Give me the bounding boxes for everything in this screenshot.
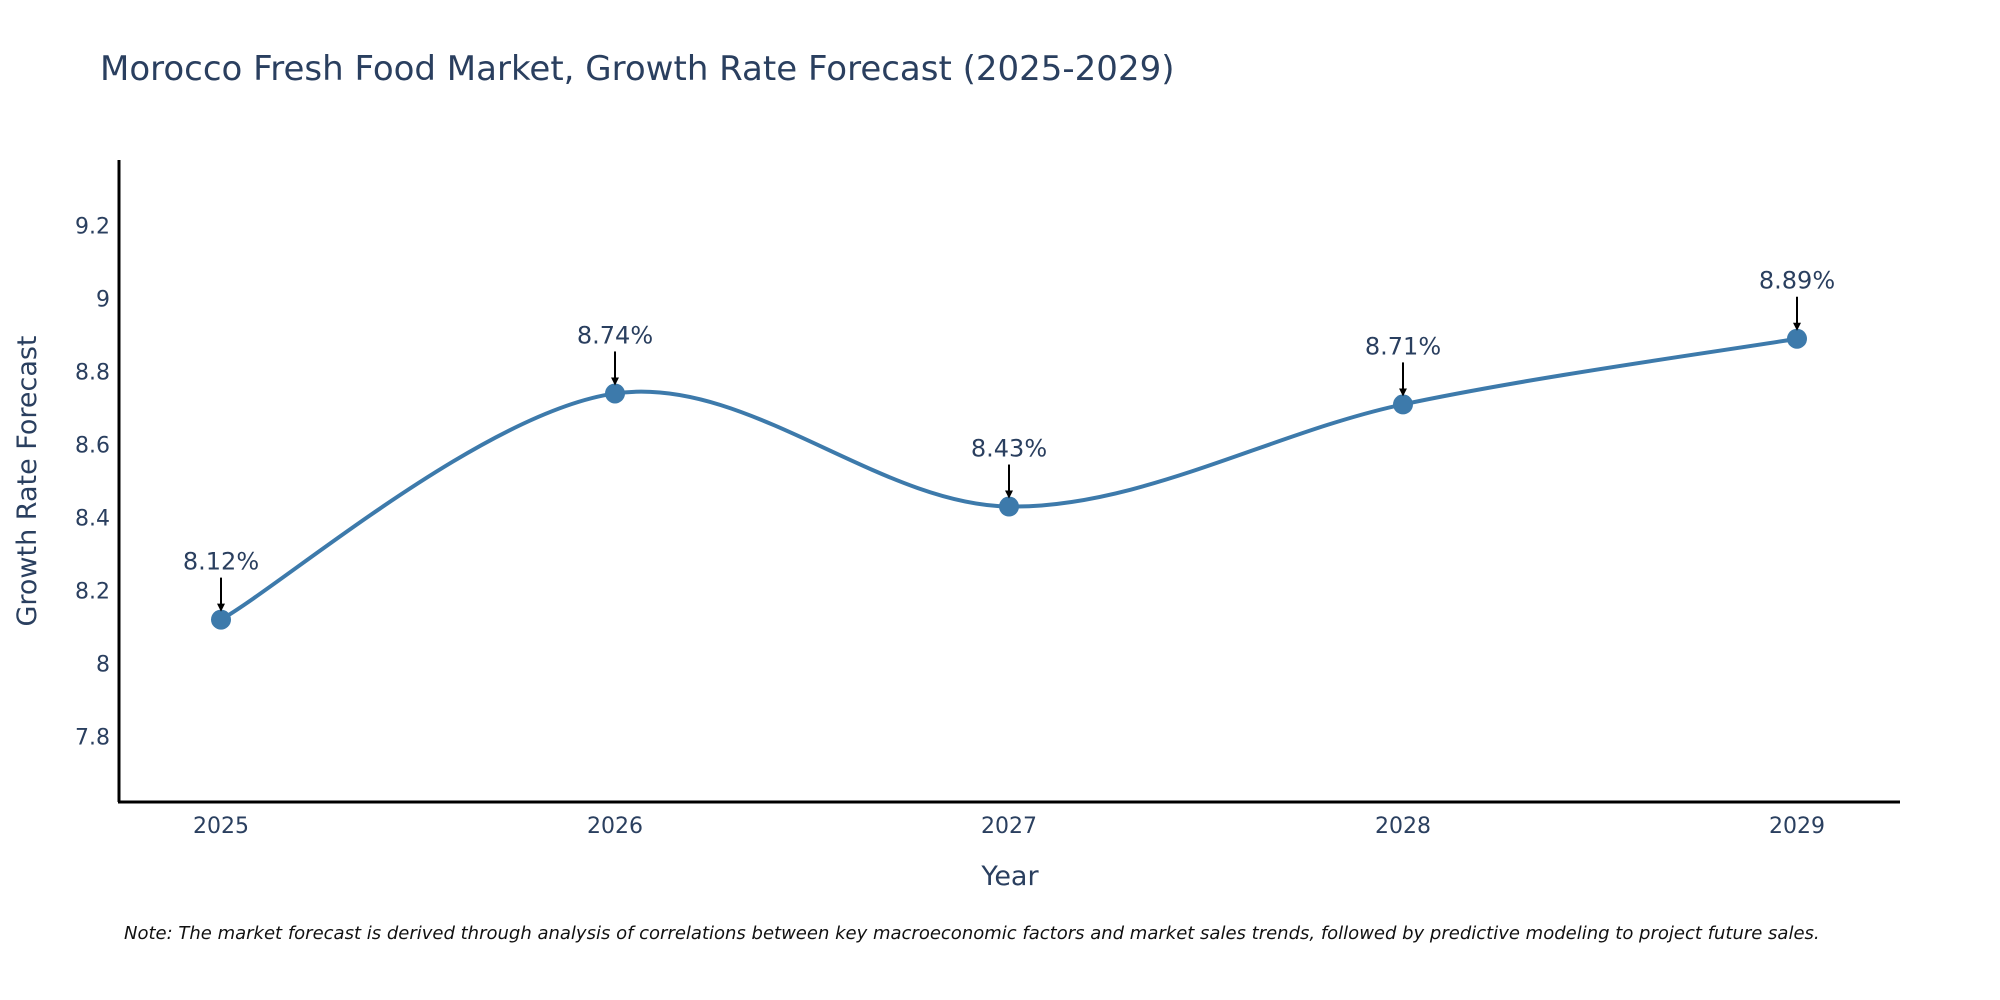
- data-label: 8.89%: [1759, 267, 1835, 295]
- data-point: [1787, 328, 1807, 349]
- y-tick-label: 8.4: [75, 506, 110, 531]
- data-point: [1393, 394, 1413, 415]
- data-label: 8.71%: [1365, 332, 1441, 360]
- footnote: Note: The market forecast is derived thr…: [124, 923, 1820, 944]
- x-axis-ticks: 2025 2026 2027 2028 2029: [193, 814, 1825, 839]
- y-axis-ticks: 7.8 8 8.2 8.4 8.6 8.8 9 9.2: [75, 215, 110, 751]
- y-tick-label: 8: [96, 652, 110, 677]
- x-axis-title: Year: [980, 861, 1039, 892]
- y-axis-title: Growth Rate Forecast: [12, 335, 43, 626]
- data-label: 8.12%: [183, 548, 259, 576]
- y-tick-label: 8.2: [75, 579, 110, 604]
- x-tick-label: 2026: [587, 814, 643, 839]
- x-tick-label: 2029: [1769, 814, 1825, 839]
- data-point: [605, 383, 625, 404]
- data-markers: [211, 328, 1807, 630]
- y-tick-label: 8.8: [75, 361, 110, 386]
- data-label: 8.74%: [577, 321, 653, 349]
- data-annotations: 8.12% 8.74% 8.43% 8.71% 8.89%: [183, 267, 1835, 612]
- data-point: [211, 609, 231, 630]
- chart-title: Morocco Fresh Food Market, Growth Rate F…: [100, 49, 1174, 89]
- y-tick-label: 7.8: [75, 725, 110, 750]
- y-tick-label: 9.2: [75, 215, 110, 240]
- y-tick-label: 8.6: [75, 434, 110, 459]
- x-tick-label: 2028: [1375, 814, 1431, 839]
- data-label: 8.43%: [971, 435, 1047, 463]
- data-point: [999, 496, 1019, 517]
- x-tick-label: 2025: [193, 814, 249, 839]
- y-tick-label: 9: [96, 288, 110, 313]
- x-tick-label: 2027: [981, 814, 1037, 839]
